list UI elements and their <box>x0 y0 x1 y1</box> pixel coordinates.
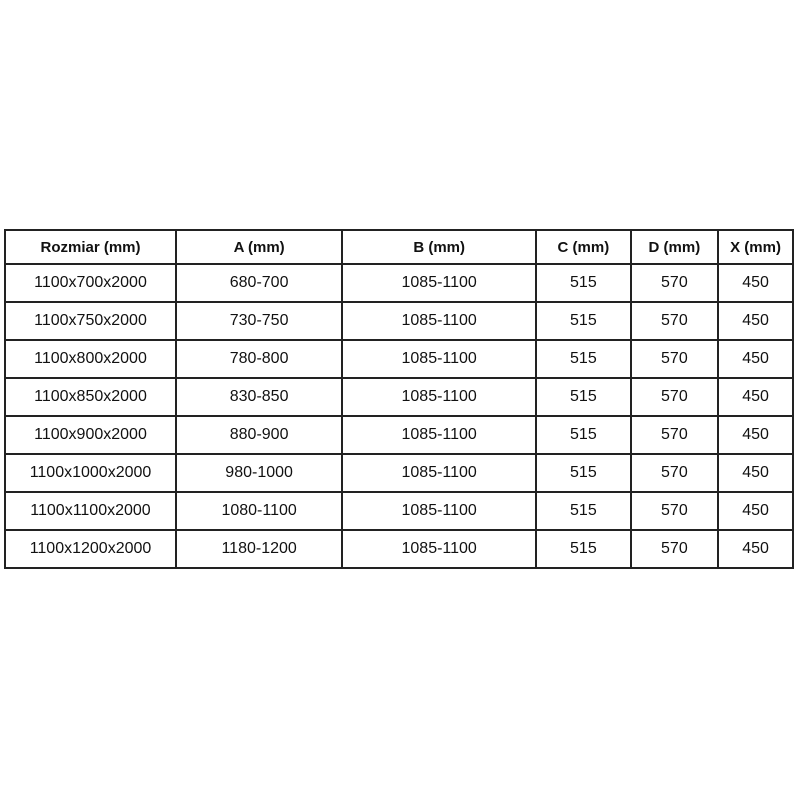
table-row: 1100x700x2000 680-700 1085-1100 515 570 450 <box>4 263 794 303</box>
table-cell: 450 <box>717 529 794 569</box>
table-cell: 830-850 <box>174 377 344 417</box>
table-row: 1100x850x2000 830-850 1085-1100 515 570 450 <box>4 377 794 417</box>
table-cell: 1085-1100 <box>341 377 538 417</box>
table-cell: 1080-1100 <box>174 491 344 531</box>
table-cell: 515 <box>535 491 632 531</box>
table-cell: 1100x850x2000 <box>4 377 177 417</box>
column-header: D (mm) <box>629 229 720 265</box>
table-cell: 1085-1100 <box>341 453 538 493</box>
table-cell: 1100x800x2000 <box>4 339 177 379</box>
table-cell: 515 <box>535 377 632 417</box>
table-cell: 780-800 <box>174 339 344 379</box>
table-cell: 515 <box>535 263 632 303</box>
table-cell: 1100x750x2000 <box>4 301 177 341</box>
table-cell: 980-1000 <box>174 453 344 493</box>
table-cell: 570 <box>629 301 720 341</box>
table-cell: 570 <box>629 415 720 455</box>
column-header: B (mm) <box>341 229 538 265</box>
table-cell: 450 <box>717 301 794 341</box>
table-cell: 515 <box>535 529 632 569</box>
table-row: 1100x750x2000 730-750 1085-1100 515 570 450 <box>4 301 794 341</box>
table-row: 1100x1000x2000 980-1000 1085-1100 515 570 450 <box>4 453 794 493</box>
table-cell: 1100x700x2000 <box>4 263 177 303</box>
table-row: 1100x800x2000 780-800 1085-1100 515 570 450 <box>4 339 794 379</box>
size-table-container: Rozmiar (mm) A (mm) B (mm) C (mm) D (mm) X (m… <box>4 229 794 569</box>
table-cell: 515 <box>535 453 632 493</box>
table-cell: 515 <box>535 339 632 379</box>
table-cell: 450 <box>717 453 794 493</box>
table-cell: 450 <box>717 415 794 455</box>
table-cell: 570 <box>629 491 720 531</box>
table-row: 1100x900x2000 880-900 1085-1100 515 570 450 <box>4 415 794 455</box>
table-cell: 450 <box>717 263 794 303</box>
table-cell: 730-750 <box>174 301 344 341</box>
table-cell: 1100x1100x2000 <box>4 491 177 531</box>
table-row: 1100x1100x2000 1080-1100 1085-1100 515 570 45… <box>4 491 794 531</box>
table-cell: 1100x1200x2000 <box>4 529 177 569</box>
column-header: Rozmiar (mm) <box>4 229 177 265</box>
table-cell: 880-900 <box>174 415 344 455</box>
table-header: Rozmiar (mm) A (mm) B (mm) C (mm) D (mm) X (m… <box>4 229 794 265</box>
table-cell: 1085-1100 <box>341 301 538 341</box>
table-cell: 450 <box>717 377 794 417</box>
table-cell: 1100x900x2000 <box>4 415 177 455</box>
table-header-row: Rozmiar (mm) A (mm) B (mm) C (mm) D (mm) X (m… <box>4 229 794 265</box>
table-cell: 570 <box>629 339 720 379</box>
table-cell: 1085-1100 <box>341 491 538 531</box>
table-row: 1100x1200x2000 1180-1200 1085-1100 515 570 45… <box>4 529 794 569</box>
table-cell: 1180-1200 <box>174 529 344 569</box>
column-header: A (mm) <box>174 229 344 265</box>
table-cell: 1085-1100 <box>341 263 538 303</box>
table-cell: 1085-1100 <box>341 415 538 455</box>
table-cell: 1100x1000x2000 <box>4 453 177 493</box>
table-cell: 570 <box>629 377 720 417</box>
table-cell: 1085-1100 <box>341 339 538 379</box>
table-cell: 515 <box>535 301 632 341</box>
table-cell: 570 <box>629 453 720 493</box>
size-spec-table: Rozmiar (mm) A (mm) B (mm) C (mm) D (mm) X (m… <box>4 229 794 569</box>
column-header: X (mm) <box>717 229 794 265</box>
table-cell: 1085-1100 <box>341 529 538 569</box>
table-cell: 515 <box>535 415 632 455</box>
column-header: C (mm) <box>535 229 632 265</box>
table-cell: 570 <box>629 529 720 569</box>
table-cell: 680-700 <box>174 263 344 303</box>
table-cell: 570 <box>629 263 720 303</box>
table-cell: 450 <box>717 491 794 531</box>
table-cell: 450 <box>717 339 794 379</box>
table-body: 1100x700x2000 680-700 1085-1100 515 570 450 11… <box>4 263 794 569</box>
